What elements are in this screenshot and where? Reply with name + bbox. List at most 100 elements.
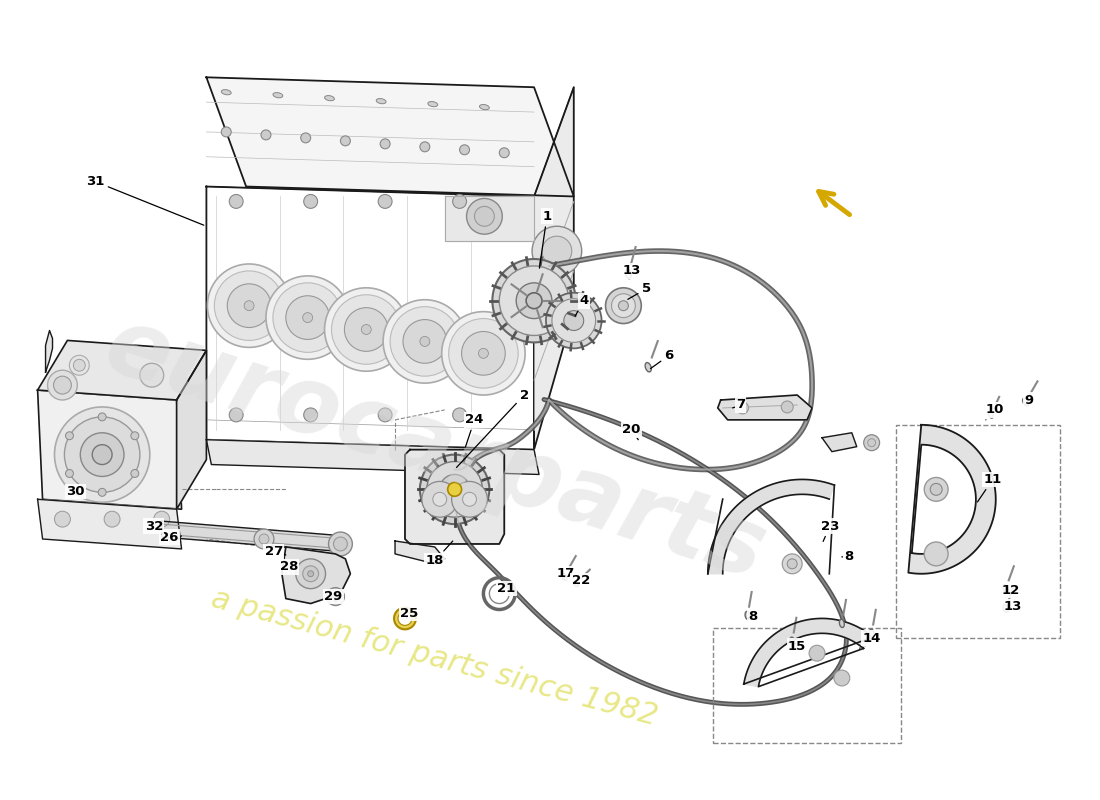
Text: 17: 17 <box>557 567 575 580</box>
Polygon shape <box>707 479 835 574</box>
Circle shape <box>98 488 106 496</box>
Circle shape <box>140 363 164 387</box>
Circle shape <box>810 646 825 661</box>
Circle shape <box>344 308 388 351</box>
Polygon shape <box>37 390 182 510</box>
Polygon shape <box>405 450 504 544</box>
Ellipse shape <box>989 412 993 418</box>
Ellipse shape <box>221 90 231 94</box>
Text: 15: 15 <box>788 640 806 653</box>
Text: 31: 31 <box>86 175 204 226</box>
Circle shape <box>55 407 150 502</box>
Circle shape <box>493 259 575 342</box>
Circle shape <box>273 283 342 352</box>
Circle shape <box>420 337 430 346</box>
Ellipse shape <box>839 619 845 627</box>
Polygon shape <box>744 618 873 686</box>
Circle shape <box>516 283 552 318</box>
Circle shape <box>394 607 416 630</box>
Circle shape <box>924 542 948 566</box>
Circle shape <box>378 408 392 422</box>
Polygon shape <box>535 87 574 450</box>
Circle shape <box>834 670 850 686</box>
Circle shape <box>221 127 231 137</box>
Polygon shape <box>444 197 535 241</box>
Circle shape <box>542 236 572 266</box>
Circle shape <box>552 298 595 342</box>
Text: 23: 23 <box>821 519 839 542</box>
Circle shape <box>74 359 86 371</box>
Text: 8: 8 <box>842 550 854 563</box>
Circle shape <box>327 588 344 606</box>
Circle shape <box>254 529 274 549</box>
Circle shape <box>214 271 284 341</box>
Polygon shape <box>822 433 857 452</box>
Circle shape <box>66 432 74 440</box>
Text: 2: 2 <box>456 389 529 467</box>
Text: 32: 32 <box>144 519 163 533</box>
Circle shape <box>55 511 70 527</box>
Polygon shape <box>207 78 574 197</box>
Text: 10: 10 <box>986 403 1004 420</box>
Text: 26: 26 <box>161 530 182 543</box>
Circle shape <box>432 492 447 506</box>
Circle shape <box>420 454 490 524</box>
Circle shape <box>92 445 112 465</box>
Bar <box>713 628 901 742</box>
Circle shape <box>564 310 584 330</box>
Circle shape <box>266 276 350 359</box>
Polygon shape <box>177 350 207 510</box>
Circle shape <box>546 293 602 348</box>
Polygon shape <box>37 341 207 400</box>
Circle shape <box>781 401 793 413</box>
Circle shape <box>361 325 371 334</box>
Circle shape <box>422 482 458 517</box>
Circle shape <box>302 566 319 582</box>
Circle shape <box>463 492 476 506</box>
Circle shape <box>131 432 139 440</box>
Text: 25: 25 <box>399 607 418 620</box>
Text: 1: 1 <box>539 210 551 268</box>
Circle shape <box>300 133 310 143</box>
Text: 9: 9 <box>1024 394 1033 406</box>
Circle shape <box>452 408 466 422</box>
Circle shape <box>452 482 487 517</box>
Circle shape <box>442 312 525 395</box>
Circle shape <box>383 300 466 383</box>
Ellipse shape <box>376 98 386 104</box>
Polygon shape <box>162 521 345 552</box>
Circle shape <box>782 554 802 574</box>
Circle shape <box>420 142 430 152</box>
Ellipse shape <box>561 573 566 581</box>
FancyArrowPatch shape <box>818 191 849 214</box>
Circle shape <box>737 402 748 414</box>
Circle shape <box>98 413 106 421</box>
Text: 14: 14 <box>860 632 881 648</box>
Circle shape <box>333 537 348 551</box>
Circle shape <box>329 532 352 556</box>
Circle shape <box>788 559 798 569</box>
Circle shape <box>532 226 582 276</box>
Text: 13: 13 <box>623 265 640 278</box>
Ellipse shape <box>480 105 490 110</box>
Polygon shape <box>909 425 996 574</box>
Ellipse shape <box>1023 398 1028 406</box>
Text: 5: 5 <box>628 282 651 299</box>
Circle shape <box>65 417 140 492</box>
Circle shape <box>605 288 641 323</box>
Text: 22: 22 <box>572 574 590 587</box>
Circle shape <box>474 206 494 226</box>
Polygon shape <box>282 547 351 603</box>
Bar <box>896 425 1060 638</box>
Circle shape <box>618 301 628 310</box>
Text: 11: 11 <box>978 473 1002 502</box>
Circle shape <box>403 319 447 363</box>
Ellipse shape <box>573 581 579 586</box>
Polygon shape <box>207 186 535 450</box>
Text: 29: 29 <box>324 590 342 603</box>
Circle shape <box>54 376 72 394</box>
Polygon shape <box>717 395 812 420</box>
Circle shape <box>80 433 124 477</box>
Circle shape <box>398 611 411 626</box>
Text: 7: 7 <box>733 398 745 411</box>
